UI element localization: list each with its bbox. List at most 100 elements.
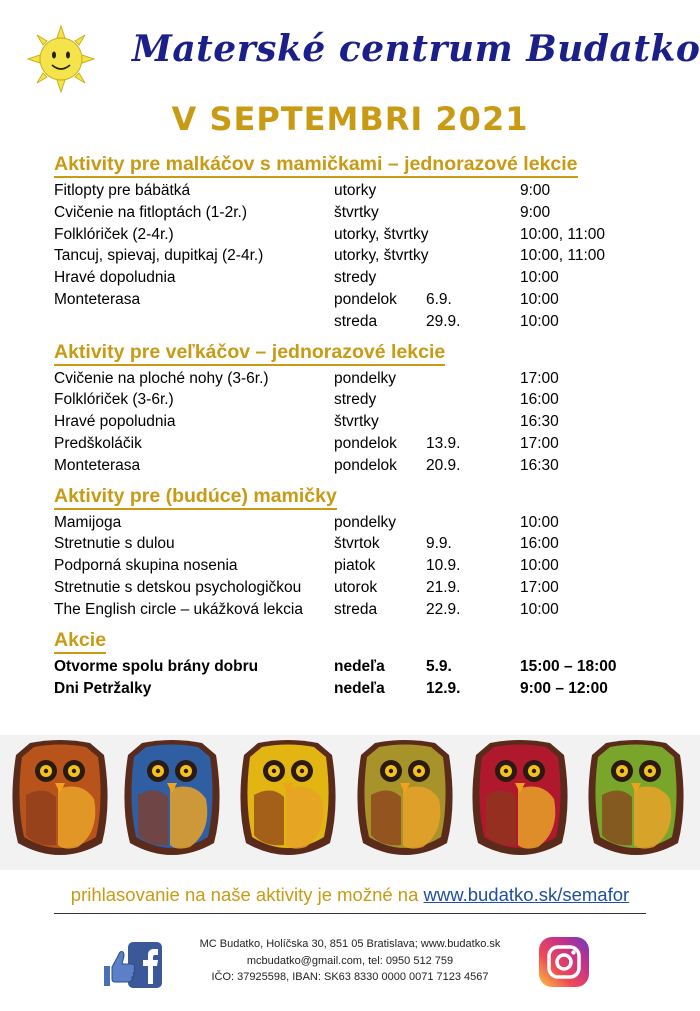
schedule-row: Podporná skupina nosenia piatok 10.9. 10:00 bbox=[54, 555, 664, 577]
schedule-row: Mamijoga pondelky 10:00 bbox=[54, 512, 664, 534]
activity-date: 6.9. bbox=[426, 290, 452, 308]
signup-text: prihlasovanie na naše aktivity je možné … bbox=[70, 884, 424, 905]
schedule-row: Monteterasa pondelok 6.9. 10:00 bbox=[54, 289, 664, 311]
schedule-row: Folklóriček (3-6r.) stredy 16:00 bbox=[54, 389, 664, 411]
activity-time: 17:00 bbox=[520, 434, 559, 452]
felt-owl-icon bbox=[240, 740, 336, 855]
schedule-row: Stretnutie s detskou psychologičkou utoro… bbox=[54, 577, 664, 599]
activity-name: Folklóriček (3-6r.) bbox=[54, 391, 174, 409]
sun-face-icon bbox=[26, 24, 96, 94]
activity-day: streda bbox=[334, 600, 378, 618]
activity-name: Hravé popoludnia bbox=[54, 413, 176, 431]
schedule-row: Hravé dopoludnia stredy 10:00 bbox=[54, 267, 664, 289]
activity-name: Stretnutie s detskou psychologičkou bbox=[54, 578, 302, 596]
facebook-like-icon[interactable] bbox=[98, 940, 164, 990]
activity-time: 16:30 bbox=[520, 413, 559, 431]
schedule-section: Aktivity pre (budúce) mamičky Mamijoga pon… bbox=[54, 485, 664, 621]
activity-name: Cvičenie na fitloptách (1-2r.) bbox=[54, 203, 247, 221]
schedule-row: Cvičenie na ploché nohy (3-6r.) pondelky 1… bbox=[54, 368, 664, 390]
activity-time: 9:00 bbox=[520, 203, 551, 221]
activity-time: 10:00 bbox=[520, 600, 559, 618]
instagram-icon[interactable] bbox=[538, 936, 590, 988]
section-title: Aktivity pre (budúce) mamičky bbox=[54, 485, 337, 510]
schedule-section: Aktivity pre veľkáčov – jednorazové lekc… bbox=[54, 341, 664, 477]
schedule-row: Tancuj, spievaj, dupitkaj (2-4r.) utorky,… bbox=[54, 245, 664, 267]
contact-line: MC Budatko, Holíčska 30, 851 05 Bratisla… bbox=[199, 938, 501, 950]
activity-date: 13.9. bbox=[426, 434, 461, 452]
activity-date: 9.9. bbox=[426, 535, 452, 553]
activity-day: stredy bbox=[334, 269, 377, 287]
schedule-row: Stretnutie s dulou štvrtok 9.9. 16:00 bbox=[54, 533, 664, 555]
section-title: Aktivity pre malkáčov s mamičkami – jedn… bbox=[54, 153, 578, 178]
schedule-row: The English circle – ukážková lekcia stre… bbox=[54, 599, 664, 621]
activity-time: 17:00 bbox=[520, 369, 559, 387]
activity-date: 22.9. bbox=[426, 600, 461, 618]
contact-line: IČO: 37925598, IBAN: SK63 8330 0000 0071… bbox=[211, 971, 489, 983]
schedule-row: Fitlopty pre bábätká utorky 9:00 bbox=[54, 180, 664, 202]
activity-date: 10.9. bbox=[426, 557, 461, 575]
activity-date: 21.9. bbox=[426, 578, 461, 596]
activity-day: nedeľa bbox=[334, 657, 385, 675]
felt-owl-icon bbox=[124, 740, 220, 855]
schedule: Aktivity pre malkáčov s mamičkami – jedn… bbox=[54, 153, 664, 709]
felt-owl-icon bbox=[12, 740, 108, 855]
activity-name: Stretnutie s dulou bbox=[54, 535, 175, 553]
felt-owl-icon bbox=[588, 740, 684, 855]
activity-day: pondelok bbox=[334, 434, 397, 452]
activity-day: utorky, štvrtky bbox=[334, 225, 429, 243]
section-title: Aktivity pre veľkáčov – jednorazové lekc… bbox=[54, 341, 446, 366]
activity-time: 9:00 – 12:00 bbox=[520, 680, 608, 698]
activity-time: 10:00 bbox=[520, 269, 559, 287]
schedule-row: Hravé popoludnia štvrtky 16:30 bbox=[54, 411, 664, 433]
activity-day: pondelky bbox=[334, 513, 397, 531]
felt-owl-icon bbox=[357, 740, 453, 855]
activity-time: 10:00 bbox=[520, 513, 559, 531]
contact-info: MC Budatko, Holíčska 30, 851 05 Bratisla… bbox=[170, 936, 530, 986]
activity-time: 16:30 bbox=[520, 456, 559, 474]
activity-name: Fitlopty pre bábätká bbox=[54, 182, 191, 199]
schedule-row: Cvičenie na fitloptách (1-2r.) štvrtky 9:0… bbox=[54, 202, 664, 224]
section-title: Akcie bbox=[54, 629, 107, 654]
activity-time: 10:00, 11:00 bbox=[520, 225, 606, 243]
activity-day: nedeľa bbox=[334, 680, 385, 698]
activity-name: Predškoláčik bbox=[54, 434, 142, 452]
activity-day: pondelok bbox=[334, 290, 397, 308]
activity-day: pondelok bbox=[334, 456, 397, 474]
activity-time: 10:00, 11:00 bbox=[520, 247, 606, 265]
activity-name: Mamijoga bbox=[54, 513, 122, 531]
activity-name: Hravé dopoludnia bbox=[54, 269, 176, 287]
activity-name: Tancuj, spievaj, dupitkaj (2-4r.) bbox=[54, 247, 264, 265]
signup-link[interactable]: www.budatko.sk/semafor bbox=[423, 884, 630, 905]
activity-date: 12.9. bbox=[426, 680, 461, 698]
schedule-row: Otvorme spolu brány dobru nedeľa 5.9. 15:00… bbox=[54, 656, 664, 679]
owls-banner bbox=[0, 735, 700, 870]
schedule-row: Monteterasa pondelok 20.9. 16:30 bbox=[54, 455, 664, 477]
activity-day: štvrtok bbox=[334, 535, 380, 553]
activity-time: 17:00 bbox=[520, 578, 559, 596]
activity-day: utorok bbox=[334, 578, 378, 596]
month-title: V SEPTEMBRI 2021 bbox=[171, 100, 529, 138]
activity-time: 16:00 bbox=[520, 391, 559, 409]
contact-line: mcbudatko@gmail.com, tel: 0950 512 759 bbox=[246, 954, 454, 967]
activity-time: 10:00 bbox=[520, 290, 559, 308]
activity-date: 5.9. bbox=[426, 657, 452, 675]
activity-name: Dni Petržalky bbox=[54, 680, 152, 698]
activity-day: utorky, štvrtky bbox=[334, 247, 429, 265]
activity-name: Folklóriček (2-4r.) bbox=[54, 225, 174, 243]
activity-name: Monteterasa bbox=[54, 456, 141, 474]
schedule-row: streda 29.9. 10:00 bbox=[54, 311, 664, 333]
activity-day: štvrtky bbox=[334, 203, 379, 221]
activity-time: 10:00 bbox=[520, 557, 559, 575]
activity-time: 10:00 bbox=[520, 312, 559, 330]
center-title: Materské centrum Budatko bbox=[132, 28, 700, 70]
schedule-row: Predškoláčik pondelok 13.9. 17:00 bbox=[54, 433, 664, 455]
activity-date: 29.9. bbox=[426, 312, 461, 330]
schedule-section: Aktivity pre malkáčov s mamičkami – jedn… bbox=[54, 153, 664, 333]
activity-time: 16:00 bbox=[520, 535, 559, 553]
activity-name: Otvorme spolu brány dobru bbox=[54, 657, 259, 675]
footer-divider bbox=[54, 913, 646, 914]
activity-day: utorky bbox=[334, 182, 377, 199]
activity-day: štvrtky bbox=[334, 413, 379, 431]
activity-day: piatok bbox=[334, 557, 376, 575]
activity-day: pondelky bbox=[334, 369, 397, 387]
